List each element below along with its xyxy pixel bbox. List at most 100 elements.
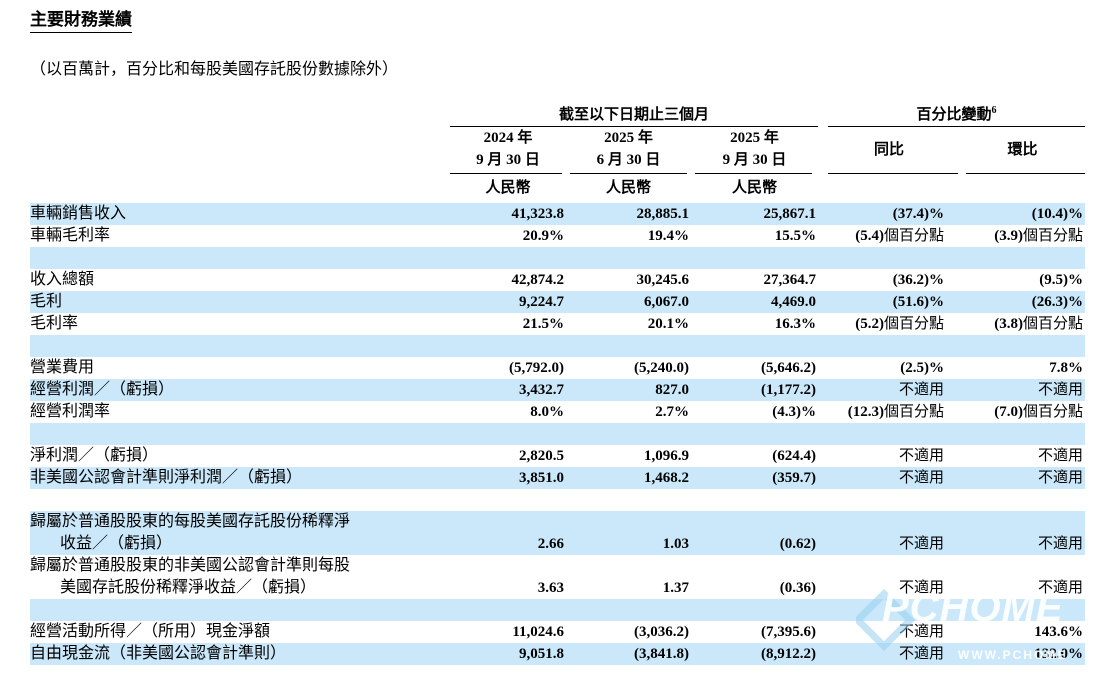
rule-col3	[695, 173, 812, 174]
row-label-line1: 經營利潤率	[30, 403, 111, 420]
column-header-change-2: 環比	[1007, 142, 1038, 158]
period-date: 6 月 30 日	[596, 152, 661, 168]
cell-value: 不適用	[898, 448, 944, 464]
cell-value: (7,395.6)	[761, 624, 816, 640]
table-row: 車輛毛利率 20.9% 19.4% 15.5% (5.4)個百分點 (3.9)個百分點	[30, 225, 1085, 247]
table-row: 經營利潤／（虧損） 3,432.7 827.0 (1,177.2) 不適用 不適用	[30, 379, 1085, 401]
cell-value: (359.7)	[772, 470, 816, 486]
cell-value: 41,323.8	[511, 206, 565, 222]
cell-value: 21.5%	[522, 316, 564, 332]
cell-value: (26.3)%	[1031, 294, 1083, 310]
page-title: 主要財務業績	[30, 10, 132, 33]
row-label-line1: 歸屬於普通股股東的非美國公認會計準則每股	[30, 557, 351, 574]
column-header-period-3: 2025 年 9 月 30 日	[691, 127, 818, 173]
cell-value: (3.8)個百分點	[994, 316, 1083, 332]
cell-value: 1,468.2	[644, 470, 689, 486]
cell-value: 827.0	[655, 382, 689, 398]
spacer-row	[30, 423, 1085, 445]
period-date: 9 月 30 日	[722, 152, 787, 168]
cell-value: 不適用	[1037, 536, 1083, 552]
rule-col2	[570, 173, 687, 174]
column-group-percentage-change: 百分比變動6	[828, 105, 1085, 127]
column-header-period-2: 2025 年 6 月 30 日	[566, 127, 691, 173]
group-label-change: 百分比變動	[916, 107, 992, 123]
cell-value: 3,432.7	[519, 382, 564, 398]
footnote-reference: 6	[991, 105, 997, 116]
currency-row: 人民幣 人民幣 人民幣	[450, 175, 1111, 203]
cell-value: 20.1%	[647, 316, 689, 332]
spacer-row	[30, 599, 1085, 621]
rule-qoq	[966, 173, 1085, 174]
cell-value: (10.4)%	[1031, 206, 1083, 222]
row-label: 收入總額	[30, 269, 450, 291]
row-label: 毛利率	[30, 313, 450, 335]
cell-value: 1.37	[662, 580, 689, 596]
cell-value: (5,646.2)	[761, 360, 816, 376]
currency-label: 人民幣	[485, 180, 531, 196]
period-date: 9 月 30 日	[476, 152, 540, 168]
financial-results-table: 截至以下日期止三個月 百分比變動6 2024 年 9 月 30 日 2025 年 6 …	[0, 105, 1111, 665]
cell-value: (5.2)個百分點	[855, 316, 944, 332]
cell-value: (3,841.8)	[634, 646, 689, 662]
cell-value: 4,469.0	[771, 294, 816, 310]
cell-value: (1,177.2)	[761, 382, 816, 398]
row-label: 淨利潤／（虧損）	[30, 445, 450, 467]
table-row: 經營利潤率 8.0% 2.7% (4.3)% (12.3)個百分點 (7.0)個百分點	[30, 401, 1085, 423]
table-column-headers: 2024 年 9 月 30 日 2025 年 6 月 30 日 2025 年 9 月 30…	[450, 127, 1111, 173]
cell-value: 不適用	[1037, 580, 1083, 596]
period-year: 2025 年	[730, 130, 779, 146]
column-header-period-1: 2024 年 9 月 30 日	[450, 127, 566, 173]
row-label: 歸屬於普通股股東的非美國公認會計準則每股 美國存託股份稀釋淨收益／（虧損）	[30, 555, 450, 599]
row-label: 經營利潤率	[30, 401, 450, 423]
cell-value: (5.4)個百分點	[855, 228, 944, 244]
table-row: 經營活動所得／（所用）現金淨額 11,024.6 (3,036.2) (7,395.6…	[30, 621, 1085, 643]
table-row: 自由現金流（非美國公認會計準則） 9,051.8 (3,841.8) (8,912.2…	[30, 643, 1085, 665]
cell-value: 3.63	[537, 580, 564, 596]
cell-value: 15.5%	[774, 228, 816, 244]
spacer-row	[30, 335, 1085, 357]
period-year: 2024 年	[483, 130, 533, 146]
cell-value: 7.8%	[1049, 360, 1083, 376]
cell-value: 9,051.8	[519, 646, 564, 662]
cell-value: (37.4)%	[892, 206, 944, 222]
cell-value: (3.9)個百分點	[994, 228, 1083, 244]
cell-value: 25,867.1	[763, 206, 817, 222]
cell-value: 不適用	[1037, 470, 1083, 486]
row-label-line1: 車輛銷售收入	[30, 205, 127, 222]
cell-value: 20.9%	[522, 228, 564, 244]
row-label: 營業費用	[30, 357, 450, 379]
currency-label: 人民幣	[731, 180, 777, 196]
group-gap	[818, 105, 828, 127]
cell-value: (36.2)%	[892, 272, 944, 288]
cell-value: (8,912.2)	[761, 646, 816, 662]
cell-value: 19.4%	[647, 228, 689, 244]
cell-value: 8.0%	[530, 404, 564, 420]
row-label-line2: 收益／（虧損）	[60, 535, 173, 552]
cell-value: (624.4)	[772, 448, 816, 464]
cell-value: (0.62)	[779, 536, 816, 552]
cell-value: 28,885.1	[636, 206, 690, 222]
row-label-line1: 經營活動所得／（所用）現金淨額	[30, 623, 271, 640]
row-label-line1: 毛利率	[30, 315, 79, 332]
row-label: 車輛毛利率	[30, 225, 450, 247]
table-row: 淨利潤／（虧損） 2,820.5 1,096.9 (624.4) 不適用 不適用	[30, 445, 1085, 467]
row-label: 毛利	[30, 291, 450, 313]
row-label: 經營利潤／（虧損）	[30, 379, 450, 401]
cell-value: 1,096.9	[644, 448, 689, 464]
cell-value: 不適用	[898, 646, 944, 662]
cell-value: 不適用	[1037, 382, 1083, 398]
row-label-line1: 車輛毛利率	[30, 227, 111, 244]
rule-yoy	[828, 173, 958, 174]
cell-value: 16.3%	[774, 316, 816, 332]
table-row: 非美國公認會計準則淨利潤／（虧損） 3,851.0 1,468.2 (359.7) 不適…	[30, 467, 1085, 489]
spacer-row	[30, 247, 1085, 269]
rule-col1	[450, 173, 562, 174]
cell-value: 不適用	[1037, 448, 1083, 464]
cell-value: 不適用	[898, 580, 944, 596]
header-underline-rules	[450, 173, 1111, 175]
cell-value: 11,024.6	[512, 624, 564, 640]
table-row: 收入總額 42,874.2 30,245.6 27,364.7 (36.2)% (9.5)…	[30, 269, 1085, 291]
cell-value: 不適用	[898, 536, 944, 552]
group-label-periods: 截至以下日期止三個月	[558, 107, 709, 123]
